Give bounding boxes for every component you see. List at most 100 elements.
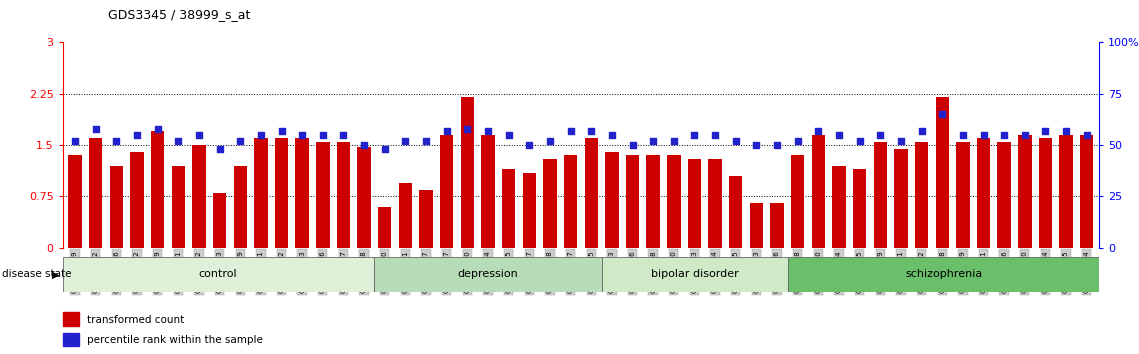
Point — [1077, 132, 1096, 138]
Point — [1036, 128, 1055, 133]
Text: transformed count: transformed count — [87, 315, 183, 325]
Point — [396, 138, 415, 144]
Bar — [399, 183, 412, 248]
Bar — [647, 155, 659, 248]
Bar — [1018, 135, 1032, 248]
Text: percentile rank within the sample: percentile rank within the sample — [87, 335, 262, 345]
Bar — [254, 138, 268, 248]
Point — [252, 132, 270, 138]
Point — [933, 112, 951, 117]
Point — [582, 128, 600, 133]
Bar — [440, 135, 453, 248]
Point — [665, 138, 683, 144]
Bar — [812, 135, 825, 248]
Bar — [688, 159, 702, 248]
Bar — [625, 155, 639, 248]
Point — [1016, 132, 1034, 138]
Bar — [956, 142, 969, 248]
Bar — [213, 193, 227, 248]
Text: control: control — [199, 269, 237, 279]
Point — [851, 138, 869, 144]
Bar — [1039, 138, 1052, 248]
Bar — [374, 257, 601, 292]
Bar — [543, 159, 557, 248]
Bar — [358, 147, 371, 248]
Point — [809, 128, 827, 133]
Point — [727, 138, 745, 144]
Point — [1057, 128, 1075, 133]
Point — [706, 132, 724, 138]
Point — [107, 138, 125, 144]
Bar — [915, 142, 928, 248]
Bar — [998, 142, 1011, 248]
Point — [768, 142, 786, 148]
Bar — [601, 257, 788, 292]
Point — [376, 147, 394, 152]
Point — [623, 142, 641, 148]
Point — [541, 138, 559, 144]
Text: bipolar disorder: bipolar disorder — [652, 269, 739, 279]
Point — [148, 126, 166, 132]
Point — [478, 128, 497, 133]
Bar — [584, 138, 598, 248]
Point — [417, 138, 435, 144]
Bar — [130, 152, 144, 248]
Point — [912, 128, 931, 133]
Point — [211, 147, 229, 152]
Bar — [977, 138, 990, 248]
Bar — [419, 190, 433, 248]
Point — [355, 142, 374, 148]
Point — [458, 126, 476, 132]
Point — [521, 142, 539, 148]
Bar — [378, 207, 392, 248]
Bar — [1080, 135, 1093, 248]
Bar — [853, 169, 867, 248]
Bar — [63, 333, 79, 346]
Point — [128, 132, 146, 138]
Bar — [605, 152, 618, 248]
Point — [788, 138, 806, 144]
Bar — [1059, 135, 1073, 248]
Bar — [935, 97, 949, 248]
Point — [313, 132, 331, 138]
Bar — [68, 155, 82, 248]
Bar — [667, 155, 680, 248]
Bar — [172, 166, 185, 248]
Point — [603, 132, 621, 138]
Text: ▶: ▶ — [51, 269, 59, 279]
Bar — [564, 155, 577, 248]
Point — [892, 138, 910, 144]
Text: schizophrenia: schizophrenia — [906, 269, 982, 279]
Point — [190, 132, 208, 138]
Point — [830, 132, 849, 138]
Point — [747, 142, 765, 148]
Bar — [894, 149, 908, 248]
Bar — [274, 138, 288, 248]
Point — [87, 126, 105, 132]
Bar — [317, 142, 329, 248]
Text: disease state: disease state — [2, 269, 72, 279]
Bar — [708, 159, 722, 248]
Point — [293, 132, 311, 138]
Point — [272, 128, 290, 133]
Text: depression: depression — [457, 269, 518, 279]
Bar — [109, 166, 123, 248]
Bar — [295, 138, 309, 248]
Point — [953, 132, 972, 138]
Point — [995, 132, 1014, 138]
Bar — [874, 142, 887, 248]
Text: GDS3345 / 38999_s_at: GDS3345 / 38999_s_at — [108, 8, 251, 21]
Bar — [460, 97, 474, 248]
Bar — [337, 142, 350, 248]
Bar — [790, 155, 804, 248]
Point — [686, 132, 704, 138]
Point — [500, 132, 518, 138]
Bar — [749, 203, 763, 248]
Bar — [729, 176, 743, 248]
Bar — [63, 257, 374, 292]
Point — [66, 138, 84, 144]
Point — [170, 138, 188, 144]
Bar — [89, 138, 103, 248]
Bar — [833, 166, 845, 248]
Bar — [523, 172, 536, 248]
